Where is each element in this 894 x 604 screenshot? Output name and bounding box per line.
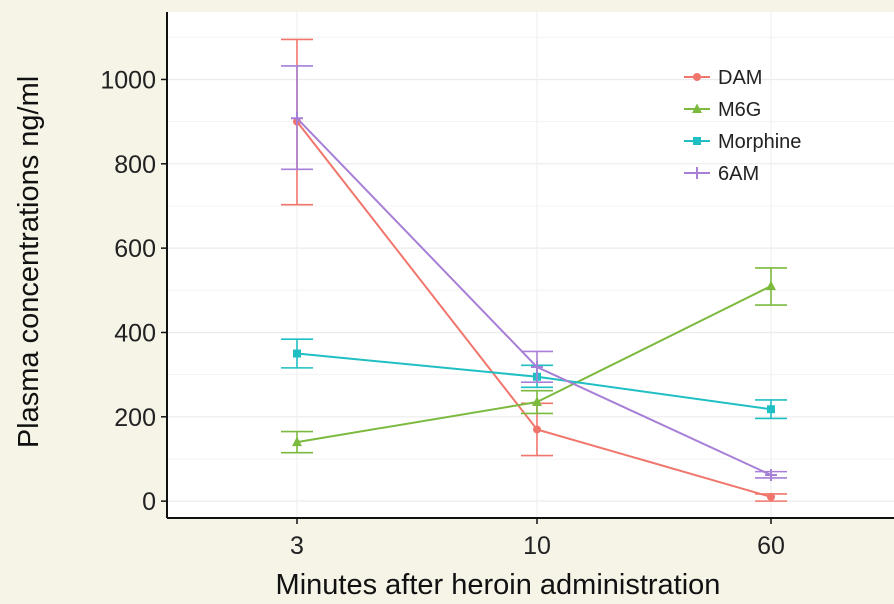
data-point-dam (533, 425, 541, 434)
legend-key-marker (693, 137, 701, 145)
legend-label: DAM (718, 67, 762, 89)
tick-labels: 0 200 400 600 800 1000 3 10 60 (100, 66, 785, 560)
data-point-6am (531, 361, 543, 374)
data-point-6am (765, 468, 777, 481)
y-tick-label: 800 (114, 151, 156, 179)
legend-label: M6G (718, 99, 761, 121)
legend-item-morphine: Morphine (684, 131, 801, 153)
legend: DAM M6G Morphine 6AM (684, 67, 801, 185)
legend-key-marker (692, 103, 702, 113)
data-point-morphine (767, 405, 775, 414)
y-tick-label: 600 (114, 235, 156, 263)
series-dam (281, 38, 787, 502)
data-point-dam (767, 492, 775, 501)
plot-area (167, 12, 894, 518)
y-tick-label: 200 (114, 404, 156, 432)
gridlines (167, 12, 894, 518)
legend-label: Morphine (718, 131, 801, 153)
data-point-6am (291, 112, 303, 125)
data-point-morphine (293, 349, 301, 358)
legend-label: 6AM (718, 163, 759, 185)
y-tick-label: 1000 (100, 66, 156, 94)
legend-key-marker (693, 73, 701, 81)
data-point-m6g (292, 436, 302, 447)
legend-item-dam: DAM (684, 67, 762, 89)
x-tick-label: 60 (757, 532, 785, 560)
data-point-m6g (766, 280, 776, 291)
x-axis-title: Minutes after heroin administration (276, 569, 721, 601)
series-6am (281, 65, 787, 481)
legend-item-6am: 6AM (684, 163, 759, 185)
y-axis-title: Plasma concentrations ng/ml (13, 76, 45, 448)
x-tick-label: 3 (290, 532, 304, 560)
y-tick-label: 400 (114, 319, 156, 347)
x-tick-label: 10 (523, 532, 551, 560)
data-point-m6g (532, 396, 542, 407)
legend-key-marker (691, 167, 703, 179)
y-tick-label: 0 (142, 488, 156, 516)
series-m6g (281, 267, 787, 454)
data-series (281, 38, 787, 502)
legend-item-m6g: M6G (684, 99, 761, 121)
axes (166, 12, 894, 519)
